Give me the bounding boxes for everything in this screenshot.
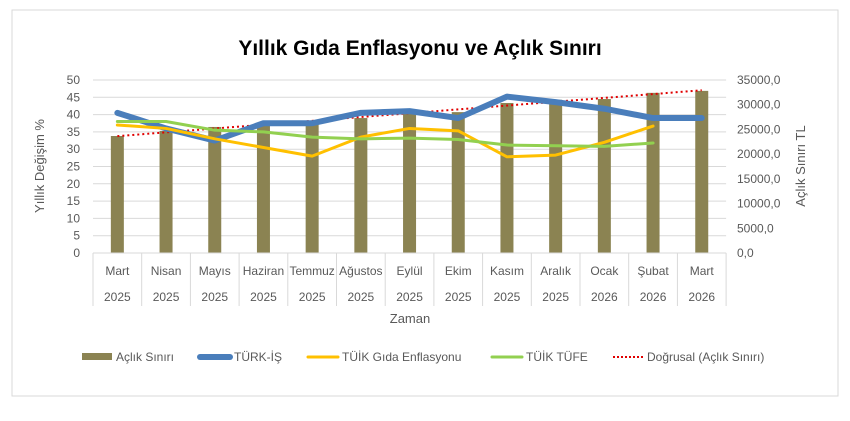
x-tick-year: 2025 [494,290,521,304]
x-tick-year: 2025 [104,290,131,304]
x-tick-month: Ocak [590,264,619,278]
bar-aclik-siniri [110,136,124,253]
bar-aclik-siniri [159,130,173,253]
x-tick-year: 2025 [299,290,326,304]
x-tick-year: 2025 [347,290,374,304]
bar-aclik-siniri [354,118,368,253]
y-tick-right: 20000,0 [737,147,781,161]
legend-label: Açlık Sınırı [116,350,174,364]
chart-frame [11,9,839,397]
x-tick-month: Ağustos [339,264,382,278]
bar-aclik-siniri [597,99,611,253]
y-tick-left: 20 [67,177,81,191]
bar-aclik-siniri [549,99,563,254]
bar-aclik-siniri [305,123,319,254]
chart-title: Yıllık Gıda Enflasyonu ve Açlık Sınırı [238,37,601,60]
y-tick-left: 35 [67,125,81,139]
y-tick-right: 35000,0 [737,73,781,87]
legend-label: TÜİK TÜFE [526,350,588,364]
x-tick-year: 2026 [591,290,618,304]
y-tick-right: 15000,0 [737,172,781,186]
y-tick-right: 10000,0 [737,197,781,211]
x-tick-year: 2026 [640,290,667,304]
x-tick-month: Kasım [490,264,524,278]
series-line [115,120,655,148]
legend-swatch-bar [82,353,112,360]
x-tick-month: Şubat [637,264,669,278]
x-tick-year: 2025 [445,290,472,304]
bar-aclik-siniri [208,126,222,253]
y-tick-left: 15 [67,194,81,208]
bar-aclik-siniri [451,112,465,253]
x-tick-year: 2025 [153,290,180,304]
y-tick-left: 10 [67,211,81,225]
y-tick-right: 25000,0 [737,122,781,136]
x-tick-month: Haziran [243,264,284,278]
x-tick-month: Ekim [445,264,472,278]
legend-label: TÜRK-İŞ [234,350,282,364]
x-tick-month: Mart [690,264,715,278]
series-line [115,123,655,159]
x-tick-year: 2025 [396,290,423,304]
bar-aclik-siniri [646,92,660,253]
bar-aclik-siniri [500,102,514,253]
x-tick-month: Temmuz [289,264,334,278]
x-tick-month: Eylül [397,264,423,278]
y-tick-left: 30 [67,142,81,156]
x-tick-year: 2026 [688,290,715,304]
y-tick-left: 45 [67,90,81,104]
y-axis-left-label: Yıllık Değişim % [32,119,47,213]
x-axis-label: Zaman [390,311,430,326]
y-tick-left: 5 [73,229,80,243]
bar-aclik-siniri [256,124,270,253]
x-tick-month: Nisan [151,264,182,278]
y-axis-right-label: Açlık Sınırı TL [793,125,808,206]
y-tick-left: 25 [67,160,81,174]
legend-label: TÜİK Gıda Enflasyonu [342,350,461,364]
y-tick-right: 5000,0 [737,221,774,235]
x-tick-month: Aralık [540,264,572,278]
y-tick-left: 0 [73,246,80,260]
bar-aclik-siniri [403,113,417,253]
x-tick-year: 2025 [201,290,228,304]
y-tick-left: 40 [67,108,81,122]
series-line [114,93,705,144]
x-tick-year: 2025 [542,290,569,304]
x-tick-year: 2025 [250,290,277,304]
x-tick-month: Mayıs [199,264,231,278]
x-tick-month: Mart [105,264,130,278]
y-tick-right: 30000,0 [737,98,781,112]
y-tick-right: 0,0 [737,246,754,260]
legend-label: Doğrusal (Açlık Sınırı) [647,350,764,364]
bar-aclik-siniri [695,90,709,253]
y-tick-left: 50 [67,73,81,87]
